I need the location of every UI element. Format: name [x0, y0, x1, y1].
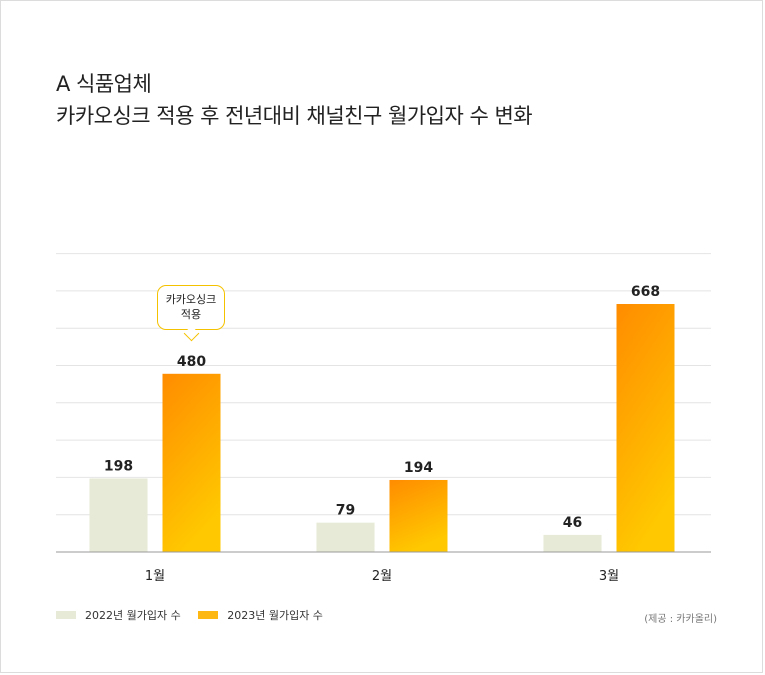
bar-2023-3	[616, 304, 675, 552]
legend-swatch-2023	[198, 611, 219, 619]
x-tick-label: 2월	[372, 569, 392, 584]
legend: 2022년 월가입자 수 2023년 월가입자 수	[56, 607, 337, 623]
legend-label-2022: 2022년 월가입자 수	[85, 609, 181, 622]
callout-bubble: 카카오싱크 적용	[157, 285, 225, 330]
bar-2023-2	[389, 479, 448, 552]
value-label-2023-1: 480	[177, 354, 206, 370]
value-label-2022-2: 79	[336, 503, 355, 519]
value-label-2022-1: 198	[104, 458, 133, 474]
value-label-2023-2: 194	[404, 460, 433, 476]
callout-line2: 적용	[180, 308, 202, 321]
bar-2022-1	[89, 478, 148, 552]
x-tick-label: 3월	[599, 569, 619, 584]
bar-2023-1	[162, 373, 221, 552]
callout-line1: 카카오싱크	[165, 293, 217, 306]
x-tick-label: 1월	[145, 569, 165, 584]
bars-group	[89, 304, 675, 552]
chart-title: 카카오싱크 적용 후 전년대비 채널친구 월가입자 수 변화	[56, 104, 533, 128]
x-axis-ticks: 1월 2월 3월	[145, 569, 619, 584]
bar-2022-2	[316, 522, 375, 552]
value-labels: 198 480 79 194 46 668	[104, 284, 660, 531]
legend-label-2023: 2023년 월가입자 수	[227, 609, 323, 622]
chart-title-company: A 식품업체	[56, 72, 152, 96]
gridlines	[56, 253, 711, 516]
value-label-2022-3: 46	[563, 515, 582, 531]
bar-2022-3	[543, 534, 602, 552]
value-label-2023-3: 668	[631, 284, 660, 300]
source-note: (제공 : 카카올리)	[644, 614, 717, 625]
legend-item-2022: 2022년 월가입자 수	[56, 607, 181, 623]
legend-swatch-2022	[56, 611, 76, 619]
legend-item-2023: 2023년 월가입자 수	[198, 607, 323, 623]
